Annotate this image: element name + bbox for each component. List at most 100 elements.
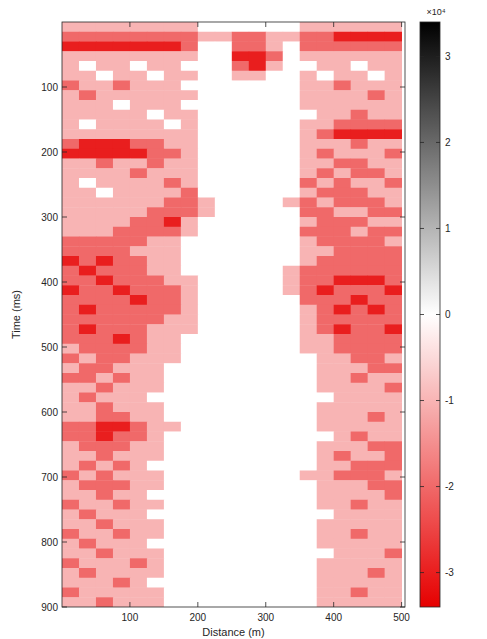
cell xyxy=(62,217,79,227)
cell xyxy=(113,71,130,81)
cell xyxy=(130,412,147,422)
cell xyxy=(266,71,283,81)
cell xyxy=(385,227,402,237)
cell xyxy=(266,207,283,217)
cell xyxy=(147,227,164,237)
page: {"chart_data":{"type":"heatmap","x_label… xyxy=(0,0,487,639)
cell xyxy=(130,198,147,208)
cell xyxy=(385,412,402,422)
cell xyxy=(96,168,113,178)
cell xyxy=(266,373,283,383)
cell xyxy=(96,490,113,500)
cell xyxy=(96,227,113,237)
cell xyxy=(215,383,232,393)
cell xyxy=(266,61,283,71)
cell xyxy=(181,237,198,247)
cell xyxy=(249,81,266,91)
cell xyxy=(113,461,130,471)
cell xyxy=(249,198,266,208)
cell xyxy=(164,51,181,61)
cell xyxy=(96,266,113,276)
cell xyxy=(368,373,385,383)
cell xyxy=(181,81,198,91)
cell xyxy=(215,256,232,266)
cell xyxy=(96,529,113,539)
cell xyxy=(249,363,266,373)
cell xyxy=(232,71,249,81)
cell xyxy=(232,129,249,139)
cell xyxy=(215,188,232,198)
cell xyxy=(283,519,300,529)
cell xyxy=(334,549,351,559)
cell xyxy=(62,42,79,52)
cell xyxy=(215,305,232,315)
cell xyxy=(385,178,402,188)
cell xyxy=(368,110,385,120)
cell xyxy=(334,51,351,61)
cell xyxy=(351,22,368,32)
cell xyxy=(130,100,147,110)
cell xyxy=(164,461,181,471)
cell xyxy=(215,490,232,500)
cell xyxy=(198,558,215,568)
x-axis-title: Distance (m) xyxy=(202,626,264,638)
cell xyxy=(351,334,368,344)
cell xyxy=(232,363,249,373)
cell xyxy=(198,120,215,130)
cell xyxy=(300,373,317,383)
cell xyxy=(368,305,385,315)
cell xyxy=(147,422,164,432)
cell xyxy=(334,139,351,149)
cell xyxy=(62,81,79,91)
cell xyxy=(181,61,198,71)
cell xyxy=(130,363,147,373)
cell xyxy=(351,168,368,178)
cell xyxy=(351,451,368,461)
cell xyxy=(96,61,113,71)
cell xyxy=(334,519,351,529)
cell xyxy=(385,159,402,169)
cell xyxy=(164,500,181,510)
cell xyxy=(181,519,198,529)
cell xyxy=(181,324,198,334)
cell xyxy=(232,188,249,198)
cell xyxy=(164,334,181,344)
cell xyxy=(283,354,300,364)
cell xyxy=(351,315,368,325)
cell xyxy=(113,441,130,451)
cell xyxy=(147,159,164,169)
cell xyxy=(283,159,300,169)
cell xyxy=(130,461,147,471)
cell xyxy=(385,51,402,61)
cell xyxy=(181,422,198,432)
cell xyxy=(96,471,113,481)
cell xyxy=(249,32,266,42)
cell xyxy=(334,207,351,217)
cell xyxy=(96,344,113,354)
cell xyxy=(96,129,113,139)
cell xyxy=(79,149,96,159)
cell xyxy=(164,383,181,393)
cell xyxy=(62,402,79,412)
cell xyxy=(198,471,215,481)
cell xyxy=(181,168,198,178)
cell xyxy=(181,480,198,490)
cell xyxy=(283,61,300,71)
y-tick xyxy=(62,477,67,478)
cell xyxy=(96,588,113,598)
cell xyxy=(334,168,351,178)
cell xyxy=(300,510,317,520)
cell xyxy=(266,266,283,276)
cell xyxy=(198,110,215,120)
cell xyxy=(96,22,113,32)
cell xyxy=(198,266,215,276)
cell xyxy=(198,324,215,334)
cell xyxy=(62,432,79,442)
colorbar-tick xyxy=(420,314,424,315)
cell xyxy=(300,480,317,490)
cell xyxy=(62,490,79,500)
cell xyxy=(249,500,266,510)
cell xyxy=(300,422,317,432)
cell xyxy=(198,519,215,529)
y-tick xyxy=(400,87,405,88)
